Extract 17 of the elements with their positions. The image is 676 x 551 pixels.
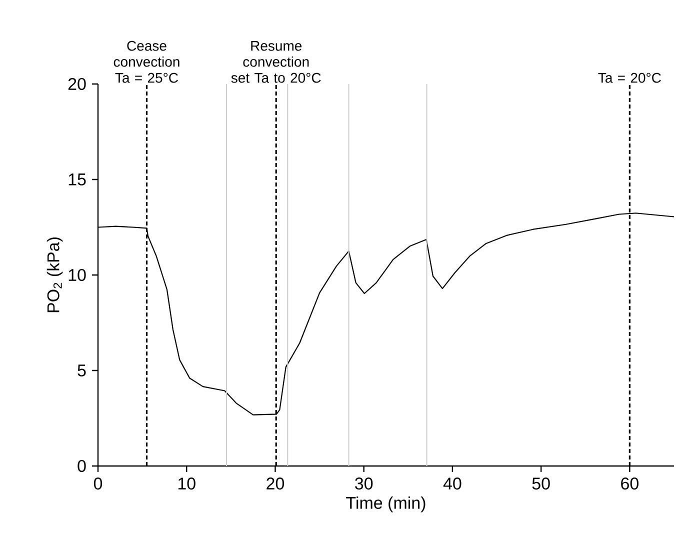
x-tick-label: 30 bbox=[355, 478, 373, 490]
x-axis-title: Time (min) bbox=[346, 496, 426, 512]
x-tick-label: 50 bbox=[532, 478, 550, 490]
y-axis-title: PO$_{2}$ (kPa) bbox=[46, 238, 63, 312]
x-tick-label: 10 bbox=[178, 478, 196, 490]
y-tick-label: 0 bbox=[78, 460, 86, 472]
x-tick-label: 40 bbox=[443, 478, 462, 490]
annotation: Cease convection Ta = 25°C bbox=[114, 40, 180, 83]
x-tick-label: 0 bbox=[94, 478, 102, 490]
y-tick-label: 15 bbox=[68, 174, 86, 186]
y-tick-label: 10 bbox=[68, 268, 86, 282]
x-tick-label: 60 bbox=[621, 478, 638, 490]
annotation: Resume convection set Ta to 20°C bbox=[231, 41, 321, 83]
y-tick-label: 5 bbox=[78, 364, 86, 376]
annotation: Ta = 20°C bbox=[598, 72, 661, 83]
x-tick-label: 20 bbox=[266, 478, 284, 490]
y-tick-label: 20 bbox=[68, 78, 86, 90]
